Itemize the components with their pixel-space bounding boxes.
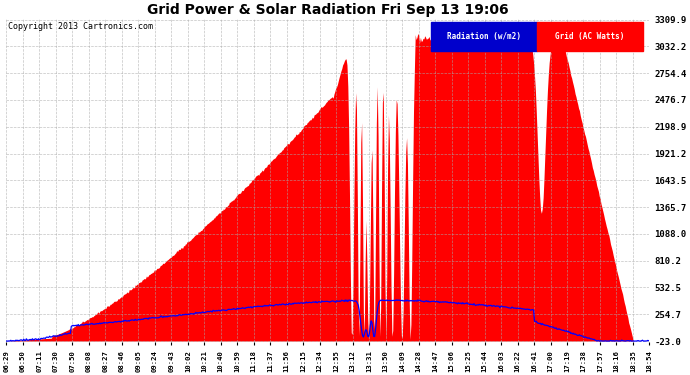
FancyBboxPatch shape [537, 22, 643, 51]
Text: Grid (AC Watts): Grid (AC Watts) [555, 32, 624, 41]
Title: Grid Power & Solar Radiation Fri Sep 13 19:06: Grid Power & Solar Radiation Fri Sep 13 … [147, 3, 509, 18]
Text: Radiation (w/m2): Radiation (w/m2) [447, 32, 521, 41]
Text: Copyright 2013 Cartronics.com: Copyright 2013 Cartronics.com [8, 22, 152, 31]
FancyBboxPatch shape [431, 22, 537, 51]
